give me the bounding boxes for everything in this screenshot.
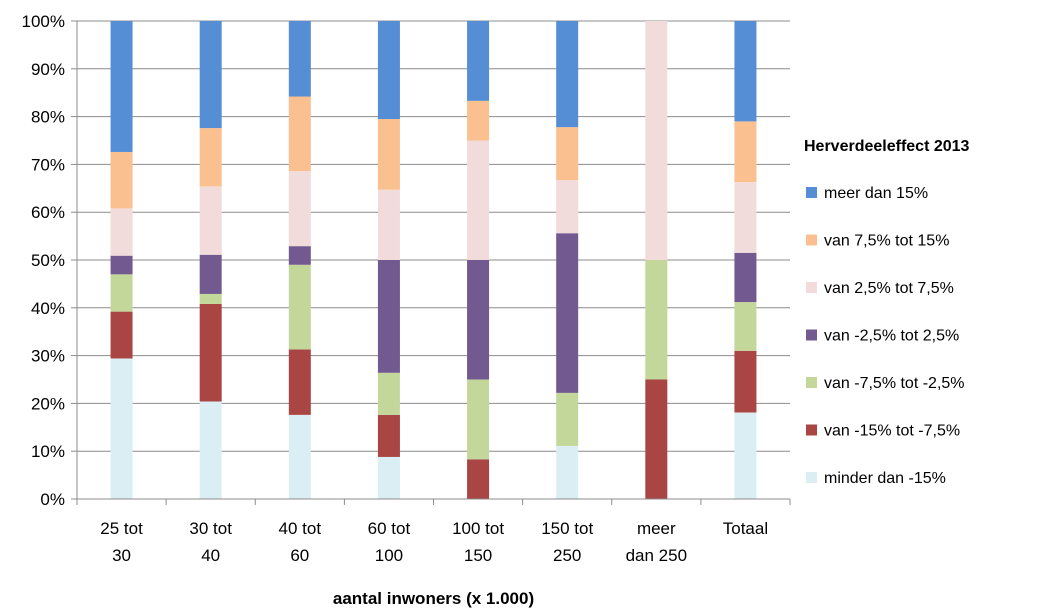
bar-segment [734, 350, 757, 413]
bar-segment [288, 414, 311, 499]
bar-segment [377, 118, 400, 190]
bar-segment [734, 252, 757, 303]
y-tick-label: 100% [22, 12, 65, 31]
x-tick-label: 30 tot [189, 519, 232, 538]
bar-segment [467, 379, 490, 460]
legend-entry: minder dan -15% [824, 470, 946, 487]
legend-entry: van 2,5% tot 7,5% [824, 280, 954, 297]
bar-segment [734, 21, 757, 122]
bar-segment [645, 21, 668, 260]
bar-segment [288, 171, 311, 247]
bar-segment [110, 274, 133, 312]
legend-entry: meer dan 15% [824, 185, 928, 202]
x-tick-label: 60 [290, 546, 309, 565]
bar-segment [288, 96, 311, 172]
legend-title: Herverdeeleffect 2013 [804, 138, 970, 155]
bar-segment [467, 459, 490, 499]
bar-segment [556, 21, 579, 128]
bar-segment [288, 349, 311, 415]
y-tick-label: 90% [31, 60, 65, 79]
x-axis-title: aantal inwoners (x 1.000) [333, 589, 534, 608]
bar-segment [110, 311, 133, 359]
legend-swatch [806, 472, 817, 483]
bar-segment [556, 233, 579, 393]
legend-swatch [806, 234, 817, 246]
bar-segment [556, 180, 579, 234]
bar-segment [377, 21, 400, 119]
legend-entry: van -15% tot -7,5% [824, 423, 960, 440]
bar-segment [467, 100, 490, 141]
x-tick-label: 100 tot [452, 519, 504, 538]
bar-segment [645, 260, 668, 380]
bar-segment [467, 140, 490, 260]
bar-segment [199, 128, 222, 187]
legend: Herverdeeleffect 2013 meer dan 15% van 7,5… [804, 138, 970, 487]
bar-segment [199, 254, 222, 294]
legend-swatch [806, 282, 817, 293]
legend-swatch [806, 329, 817, 341]
legend-swatch [806, 424, 817, 436]
y-tick-label: 60% [31, 203, 65, 222]
bar-segment [288, 264, 311, 350]
y-tick-label: 30% [31, 347, 65, 366]
x-tick-label: meer [637, 519, 676, 538]
y-tick-label: 50% [31, 251, 65, 270]
y-tick-label: 10% [31, 442, 65, 461]
x-tick-label: 150 [464, 546, 492, 565]
bar-segment [556, 392, 579, 446]
bar-segment [377, 260, 400, 373]
x-tick-label: 150 tot [541, 519, 593, 538]
x-tick-label: 30 [112, 546, 131, 565]
legend-swatch [806, 377, 817, 388]
bar-segment [199, 303, 222, 402]
y-tick-label: 70% [31, 155, 65, 174]
bars [110, 21, 757, 499]
bar-segment [110, 21, 133, 152]
legend-entry: van -2,5% tot 2,5% [824, 328, 959, 345]
bar-segment [288, 246, 311, 265]
bar-segment [556, 445, 579, 499]
x-tick-label: 40 [201, 546, 220, 565]
bar-segment [377, 456, 400, 499]
bar-segment [199, 293, 222, 304]
bar-segment [199, 21, 222, 129]
gridlines [77, 20, 790, 500]
bar-segment [377, 414, 400, 457]
axes: 0% 10% 20% 30% 40% 50% 60% 70% 80% 90% 100% 25 tot 3… [22, 12, 791, 608]
bar-segment [467, 21, 490, 101]
bar-segment [645, 379, 668, 499]
legend-swatch [806, 187, 817, 198]
bar-segment [467, 260, 490, 380]
bar-segment [556, 127, 579, 181]
bar-segment [734, 412, 757, 499]
bar-segment [734, 121, 757, 183]
x-tick-label: 60 tot [368, 519, 411, 538]
bar-segment [377, 372, 400, 415]
x-tick-label: 250 [553, 546, 581, 565]
bar-segment [734, 182, 757, 253]
x-tick-label: 100 [375, 546, 403, 565]
x-tick-label: dan 250 [626, 546, 687, 565]
x-tick-label: 25 tot [100, 519, 143, 538]
legend-entry: van 7,5% tot 15% [824, 233, 949, 250]
bar-segment [199, 401, 222, 499]
bar-segment [377, 189, 400, 260]
y-tick-label: 80% [31, 108, 65, 127]
bar-segment [110, 151, 133, 209]
y-tick-label: 20% [31, 394, 65, 413]
legend-entry: van -7,5% tot -2,5% [824, 375, 965, 392]
y-tick-label: 40% [31, 299, 65, 318]
bar-segment [734, 302, 757, 351]
bar-segment [110, 358, 133, 499]
bar-segment [110, 208, 133, 256]
y-tick-label: 0% [40, 490, 65, 509]
bar-segment [199, 186, 222, 255]
x-tick-label: 40 tot [279, 519, 322, 538]
bar-segment [110, 255, 133, 275]
x-tick-label: Totaal [723, 519, 768, 538]
bar-segment [288, 21, 311, 97]
